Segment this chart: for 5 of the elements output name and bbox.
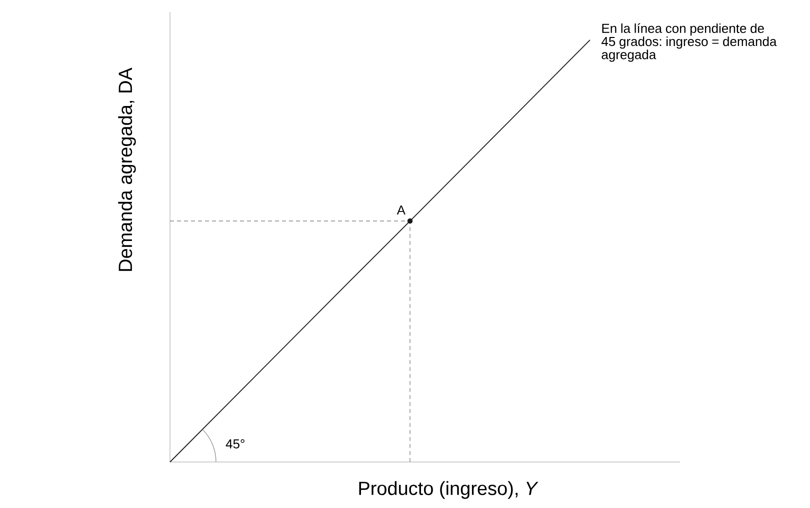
annotation: A: [396, 206, 406, 215]
annotation: En la línea con pendiente de 45 grados: ingreso = demanda agregada: [602, 23, 777, 62]
x-axis-title: Producto (ingreso), Y: [359, 481, 538, 499]
annotation: 45°: [226, 439, 244, 448]
y-axis-title: Demanda agregada, DA: [118, 68, 136, 271]
